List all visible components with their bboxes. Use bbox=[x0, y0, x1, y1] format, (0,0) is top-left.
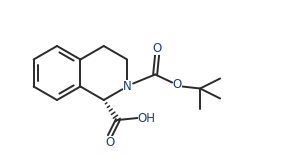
Text: O: O bbox=[105, 135, 114, 148]
Text: OH: OH bbox=[138, 111, 156, 124]
Text: O: O bbox=[152, 42, 162, 55]
Text: N: N bbox=[123, 80, 132, 93]
Text: O: O bbox=[172, 78, 182, 91]
